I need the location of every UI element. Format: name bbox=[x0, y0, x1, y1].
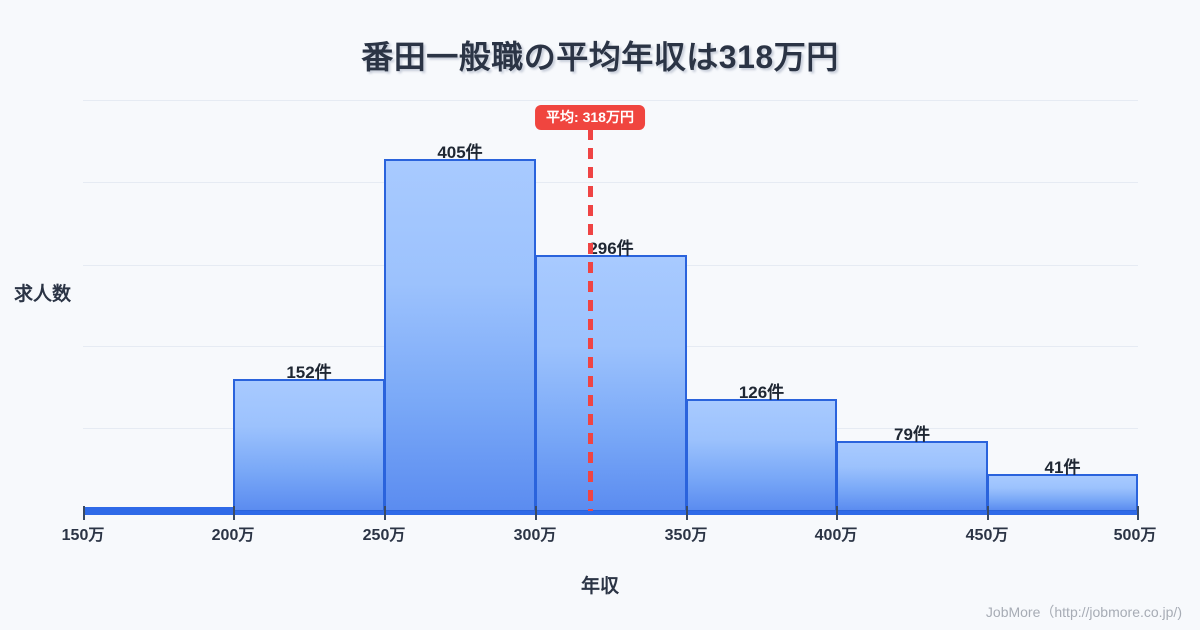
gridline bbox=[83, 182, 1138, 183]
x-axis-tick bbox=[836, 506, 838, 520]
x-axis-line bbox=[83, 511, 1139, 515]
gridline bbox=[83, 100, 1138, 101]
x-axis-tick bbox=[987, 506, 989, 520]
x-axis-tick-label: 250万 bbox=[362, 527, 406, 544]
y-axis-title: 求人数 bbox=[14, 284, 72, 305]
x-axis-tick bbox=[1137, 506, 1139, 520]
x-axis-tick bbox=[233, 506, 235, 520]
x-axis-tick-label: 150万 bbox=[61, 527, 105, 544]
average-line bbox=[588, 110, 593, 514]
histogram-bar[interactable] bbox=[535, 255, 687, 512]
histogram-bar[interactable] bbox=[987, 474, 1138, 512]
x-axis-title: 年収 bbox=[580, 576, 619, 597]
bar-value-label: 296件 bbox=[588, 239, 634, 258]
footer-credit[interactable]: JobMore（http://jobmore.co.jp/) bbox=[985, 604, 1182, 620]
x-axis-tick-label: 200万 bbox=[211, 527, 255, 544]
x-axis-tick-label: 300万 bbox=[513, 527, 557, 544]
bar-value-label: 405件 bbox=[437, 143, 483, 162]
x-axis-tick bbox=[384, 506, 386, 520]
bar-value-label: 79件 bbox=[894, 425, 930, 444]
x-axis-tick-label: 450万 bbox=[965, 527, 1009, 544]
chart-title: 番田一般職の平均年収は318万円 bbox=[361, 39, 839, 75]
x-axis-tick-label: 400万 bbox=[814, 527, 858, 544]
x-axis-tick bbox=[535, 506, 537, 520]
x-axis-tick bbox=[686, 506, 688, 520]
x-axis-tick-label: 350万 bbox=[664, 527, 708, 544]
bar-value-label: 126件 bbox=[738, 383, 785, 402]
average-badge: 平均: 318万円 bbox=[535, 105, 645, 130]
histogram-bar[interactable] bbox=[233, 379, 385, 512]
histogram-bar[interactable] bbox=[686, 399, 837, 512]
x-axis-tick bbox=[83, 506, 85, 520]
histogram-bar[interactable] bbox=[384, 159, 536, 512]
bar-value-label: 152件 bbox=[286, 363, 332, 382]
bar-value-label: 41件 bbox=[1044, 458, 1081, 477]
histogram-bar[interactable] bbox=[83, 507, 234, 512]
histogram-bar[interactable] bbox=[836, 441, 988, 512]
x-axis-tick-label: 500万 bbox=[1113, 527, 1157, 544]
